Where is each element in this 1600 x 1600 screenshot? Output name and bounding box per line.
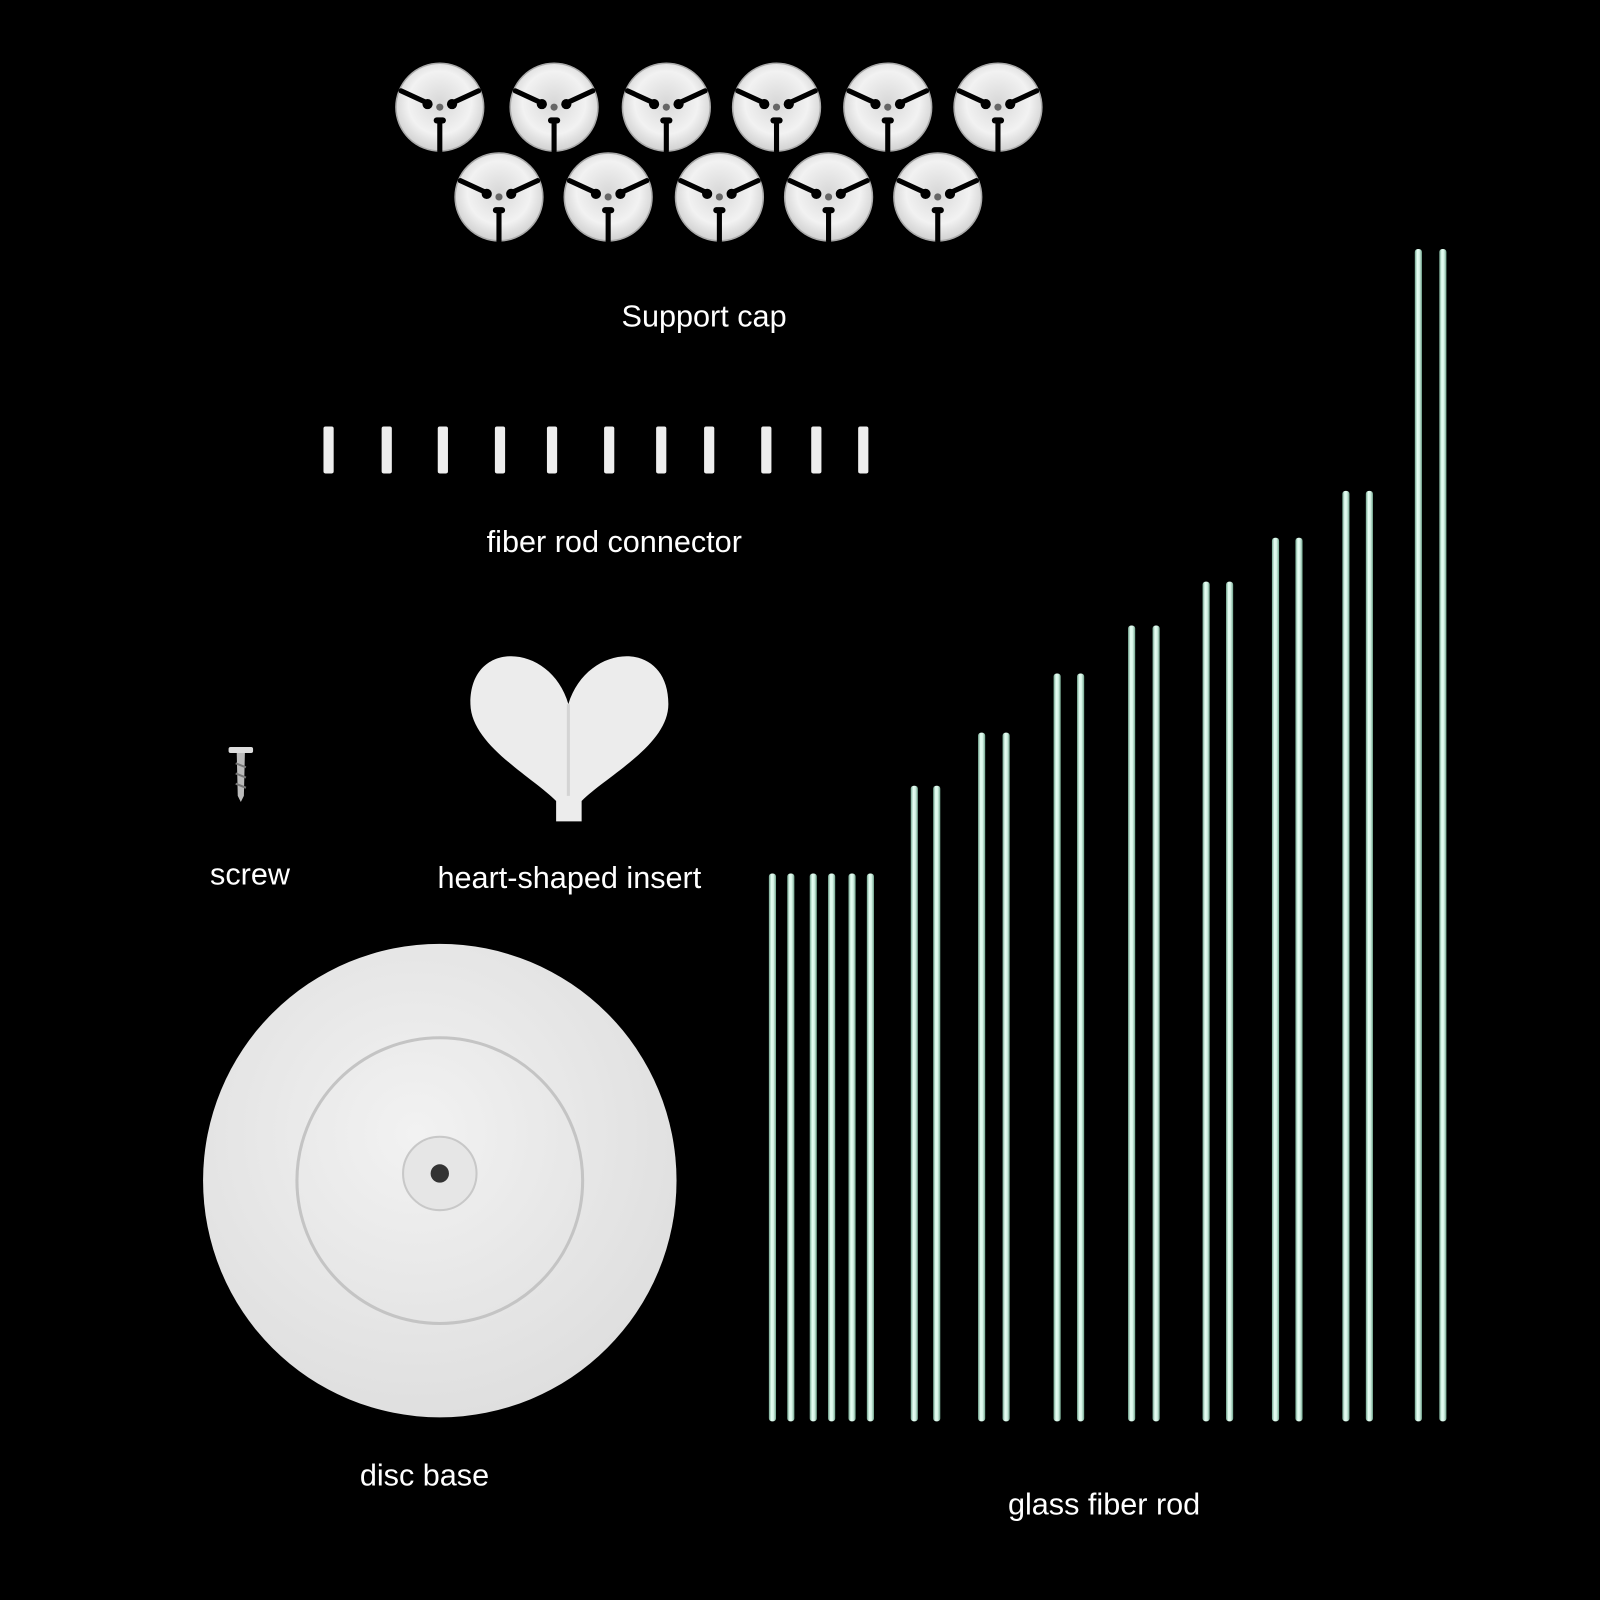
label-heart-shaped-insert: heart-shaped insert — [438, 861, 702, 895]
glass-fiber-rod — [1414, 248, 1422, 1422]
label-screw: screw — [210, 858, 291, 892]
glass-fiber-rods — [768, 248, 1447, 1422]
label-fiber-rod-connector: fiber rod connector — [487, 525, 742, 559]
glass-fiber-rod — [1226, 581, 1234, 1422]
support-cap — [731, 62, 822, 154]
fiber-rod-connector — [437, 426, 448, 474]
glass-fiber-rod — [866, 873, 874, 1422]
glass-fiber-rod — [809, 873, 817, 1422]
fiber-rod-connector — [323, 426, 334, 474]
glass-fiber-rod — [1002, 732, 1010, 1422]
fiber-rod-connector — [811, 426, 822, 474]
fiber-rod-connector — [761, 426, 772, 474]
heart-insert-image — [470, 656, 669, 822]
glass-fiber-rod — [828, 873, 836, 1422]
glass-fiber-rod — [1439, 248, 1447, 1422]
label-support-cap: Support cap — [622, 300, 787, 334]
glass-fiber-rod — [1053, 673, 1061, 1422]
glass-fiber-rod — [978, 732, 986, 1422]
glass-fiber-rod — [1152, 625, 1160, 1422]
glass-fiber-rod — [1077, 673, 1085, 1422]
fiber-rod-connector — [546, 426, 558, 474]
fiber-rod-connector — [494, 426, 506, 474]
support-cap — [395, 62, 485, 154]
glass-fiber-rod — [848, 873, 856, 1422]
glass-fiber-rod — [787, 873, 795, 1422]
fiber-rod-connector — [381, 426, 392, 474]
fiber-rod-connector — [858, 426, 869, 474]
fiber-rod-connectors — [323, 426, 869, 474]
glass-fiber-rod — [768, 873, 777, 1422]
glass-fiber-rod — [910, 785, 918, 1422]
screw-image — [228, 746, 254, 803]
support-caps — [395, 62, 1043, 244]
fiber-rod-connector — [704, 426, 715, 474]
label-glass-fiber-rod: glass fiber rod — [1008, 1487, 1200, 1521]
support-cap — [953, 62, 1043, 154]
support-cap — [893, 152, 983, 244]
support-cap — [783, 152, 874, 244]
glass-fiber-rod — [933, 785, 941, 1422]
glass-fiber-rod — [1342, 490, 1350, 1422]
glass-fiber-rod — [1365, 490, 1373, 1422]
support-cap — [454, 152, 544, 244]
support-cap — [674, 152, 765, 244]
support-cap — [509, 62, 599, 154]
glass-fiber-rod — [1202, 581, 1210, 1422]
disc-base-image — [203, 943, 677, 1418]
support-cap — [843, 62, 933, 154]
label-disc-base: disc base — [360, 1459, 489, 1493]
glass-fiber-rod — [1271, 537, 1280, 1422]
fiber-rod-connector — [604, 426, 615, 474]
support-cap — [563, 152, 653, 244]
glass-fiber-rod — [1128, 625, 1136, 1422]
fiber-rod-connector — [656, 426, 667, 474]
support-cap — [621, 62, 711, 154]
glass-fiber-rod — [1295, 537, 1303, 1422]
